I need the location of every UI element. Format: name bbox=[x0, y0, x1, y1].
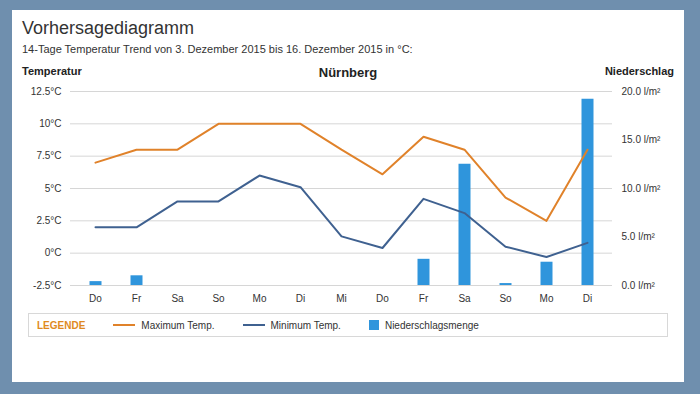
html-text:Vorhersagediagramm: Vorhersagediagramm bbox=[22, 18, 195, 38]
svg-text:Mo: Mo bbox=[540, 293, 554, 304]
svg-text:5.0 l/m²: 5.0 l/m² bbox=[622, 231, 656, 242]
svg-text:Sa: Sa bbox=[458, 293, 471, 304]
html-text:Maximum Temp.: Maximum Temp. bbox=[141, 319, 215, 331]
svg-text:10.0 l/m²: 10.0 l/m² bbox=[622, 183, 662, 194]
svg-text:0.0 l/m²: 0.0 l/m² bbox=[622, 280, 656, 291]
svg-text:Mi: Mi bbox=[336, 293, 347, 304]
svg-text:Di: Di bbox=[583, 293, 592, 304]
svg-text:20.0 l/m²: 20.0 l/m² bbox=[622, 86, 662, 97]
svg-text:12.5°C: 12.5°C bbox=[31, 86, 62, 97]
svg-text:Fr: Fr bbox=[132, 293, 142, 304]
svg-text:Do: Do bbox=[89, 293, 102, 304]
svg-text:Do: Do bbox=[376, 293, 389, 304]
svg-text:0°C: 0°C bbox=[45, 247, 62, 258]
svg-text:So: So bbox=[499, 293, 512, 304]
html-text:14-Tage Temperatur Trend von 3: 14-Tage Temperatur Trend von 3. Dezember… bbox=[22, 43, 413, 55]
svg-text:5°C: 5°C bbox=[45, 183, 62, 194]
svg-text:-2.5°C: -2.5°C bbox=[33, 280, 61, 291]
html-text:Temperatur: Temperatur bbox=[22, 65, 82, 77]
svg-text:10°C: 10°C bbox=[39, 118, 61, 129]
html-text:Niederschlagsmenge: Niederschlagsmenge bbox=[384, 319, 479, 331]
html-text:Minimum Temp.: Minimum Temp. bbox=[270, 319, 341, 331]
svg-text:Di: Di bbox=[296, 293, 305, 304]
svg-text:7.5°C: 7.5°C bbox=[36, 150, 61, 161]
svg-text:So: So bbox=[212, 293, 225, 304]
html-text:LEGENDE: LEGENDE bbox=[37, 319, 86, 331]
html-text:Nürnberg: Nürnberg bbox=[318, 65, 378, 80]
svg-text:Fr: Fr bbox=[419, 293, 429, 304]
svg-text:Sa: Sa bbox=[171, 293, 184, 304]
html-text:Niederschlag: Niederschlag bbox=[604, 65, 674, 77]
svg-text:2.5°C: 2.5°C bbox=[36, 215, 61, 226]
svg-text:15.0 l/m²: 15.0 l/m² bbox=[622, 134, 662, 145]
svg-text:Mo: Mo bbox=[253, 293, 267, 304]
